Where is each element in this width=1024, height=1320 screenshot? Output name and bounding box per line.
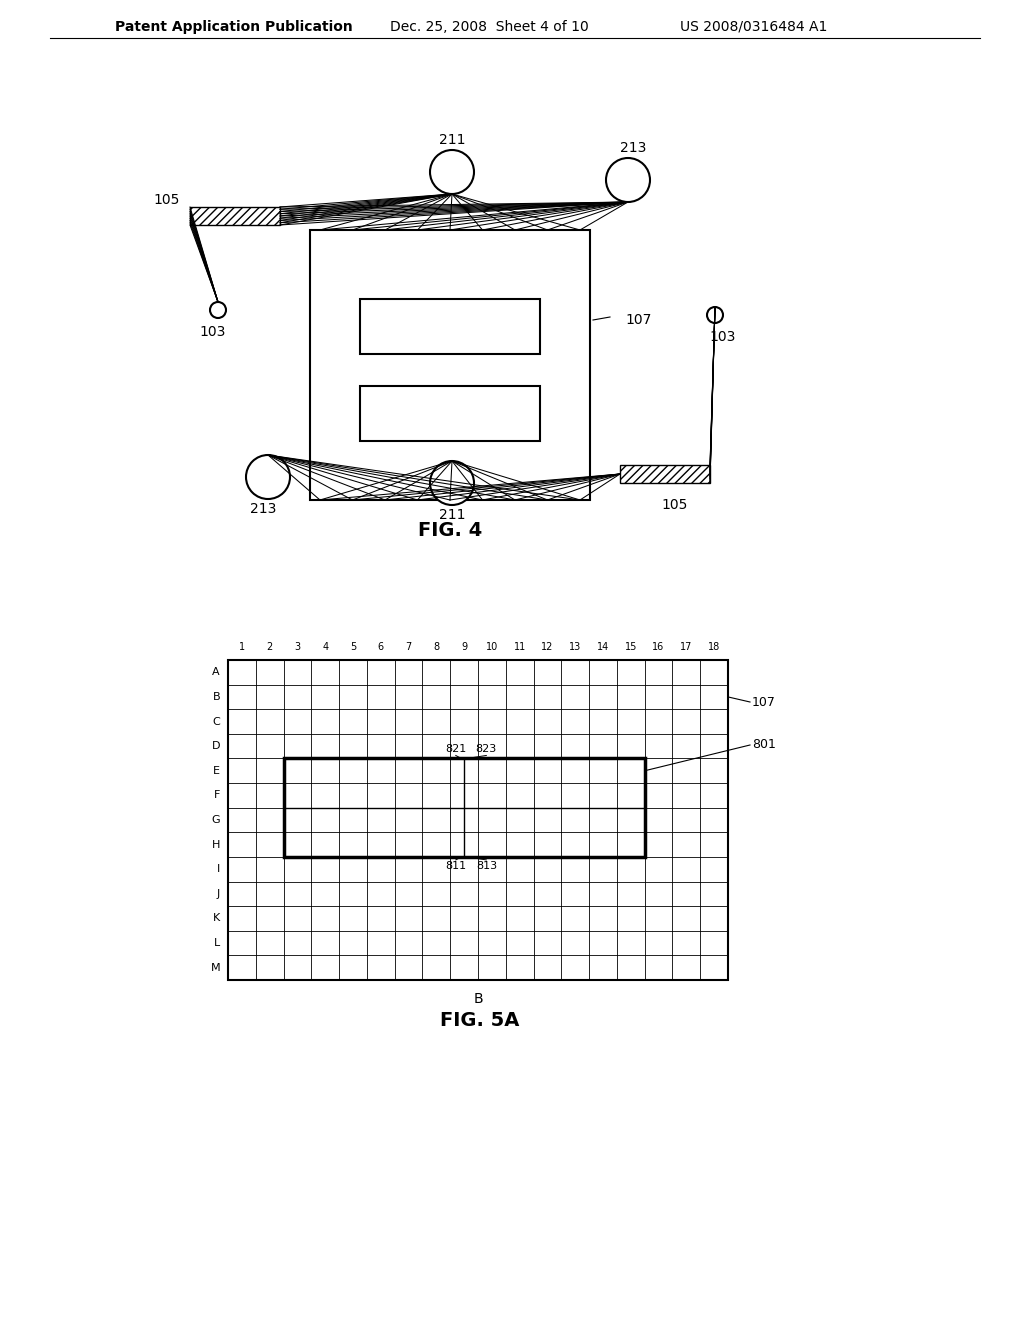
Text: US 2008/0316484 A1: US 2008/0316484 A1 xyxy=(680,20,827,34)
Text: 16: 16 xyxy=(652,642,665,652)
Text: Dec. 25, 2008  Sheet 4 of 10: Dec. 25, 2008 Sheet 4 of 10 xyxy=(390,20,589,34)
Text: 7: 7 xyxy=(406,642,412,652)
Text: C: C xyxy=(212,717,220,726)
Text: K: K xyxy=(213,913,220,924)
Text: 10: 10 xyxy=(485,642,498,652)
Text: 4: 4 xyxy=(323,642,329,652)
Text: 105: 105 xyxy=(154,193,180,207)
Text: FIG. 4: FIG. 4 xyxy=(418,520,482,540)
Text: 9: 9 xyxy=(461,642,467,652)
Circle shape xyxy=(707,308,723,323)
Text: 103: 103 xyxy=(710,330,736,345)
Bar xyxy=(284,759,645,857)
Circle shape xyxy=(246,455,290,499)
Text: M: M xyxy=(210,962,220,973)
Text: J: J xyxy=(217,888,220,899)
Text: 2: 2 xyxy=(266,642,272,652)
Circle shape xyxy=(606,158,650,202)
Text: 813: 813 xyxy=(476,861,497,871)
Text: 12: 12 xyxy=(542,642,554,652)
Text: 801: 801 xyxy=(752,738,776,751)
Bar xyxy=(228,660,728,979)
Text: 15: 15 xyxy=(625,642,637,652)
Bar xyxy=(620,465,710,483)
Text: 6: 6 xyxy=(378,642,384,652)
Text: 13: 13 xyxy=(569,642,582,652)
Circle shape xyxy=(430,461,474,506)
Text: 213: 213 xyxy=(250,502,276,516)
Text: H: H xyxy=(212,840,220,850)
Text: 823: 823 xyxy=(476,744,497,755)
Text: 105: 105 xyxy=(662,498,688,512)
Text: A: A xyxy=(212,668,220,677)
Text: 821: 821 xyxy=(445,744,466,755)
Text: 103: 103 xyxy=(200,325,226,339)
Text: B: B xyxy=(212,692,220,702)
Text: 14: 14 xyxy=(597,642,609,652)
Text: D: D xyxy=(212,741,220,751)
Bar xyxy=(360,385,540,441)
Text: 107: 107 xyxy=(625,313,651,327)
Bar xyxy=(190,207,280,224)
Text: 5: 5 xyxy=(350,642,356,652)
Text: 213: 213 xyxy=(620,141,646,154)
Text: 1: 1 xyxy=(239,642,245,652)
Text: 11: 11 xyxy=(514,642,525,652)
Text: F: F xyxy=(214,791,220,800)
Text: L: L xyxy=(214,939,220,948)
Bar xyxy=(310,230,590,500)
Circle shape xyxy=(210,302,226,318)
Text: 18: 18 xyxy=(708,642,720,652)
Text: 211: 211 xyxy=(438,508,465,521)
Text: Patent Application Publication: Patent Application Publication xyxy=(115,20,352,34)
Circle shape xyxy=(430,150,474,194)
Text: 8: 8 xyxy=(433,642,439,652)
Text: 3: 3 xyxy=(294,642,300,652)
Text: 811: 811 xyxy=(445,861,466,871)
Bar xyxy=(360,300,540,354)
Text: B: B xyxy=(473,993,482,1006)
Text: 17: 17 xyxy=(680,642,692,652)
Text: FIG. 5A: FIG. 5A xyxy=(440,1011,520,1030)
Text: 211: 211 xyxy=(438,133,465,147)
Text: 107: 107 xyxy=(752,696,776,709)
Text: I: I xyxy=(217,865,220,874)
Text: E: E xyxy=(213,766,220,776)
Text: G: G xyxy=(211,814,220,825)
